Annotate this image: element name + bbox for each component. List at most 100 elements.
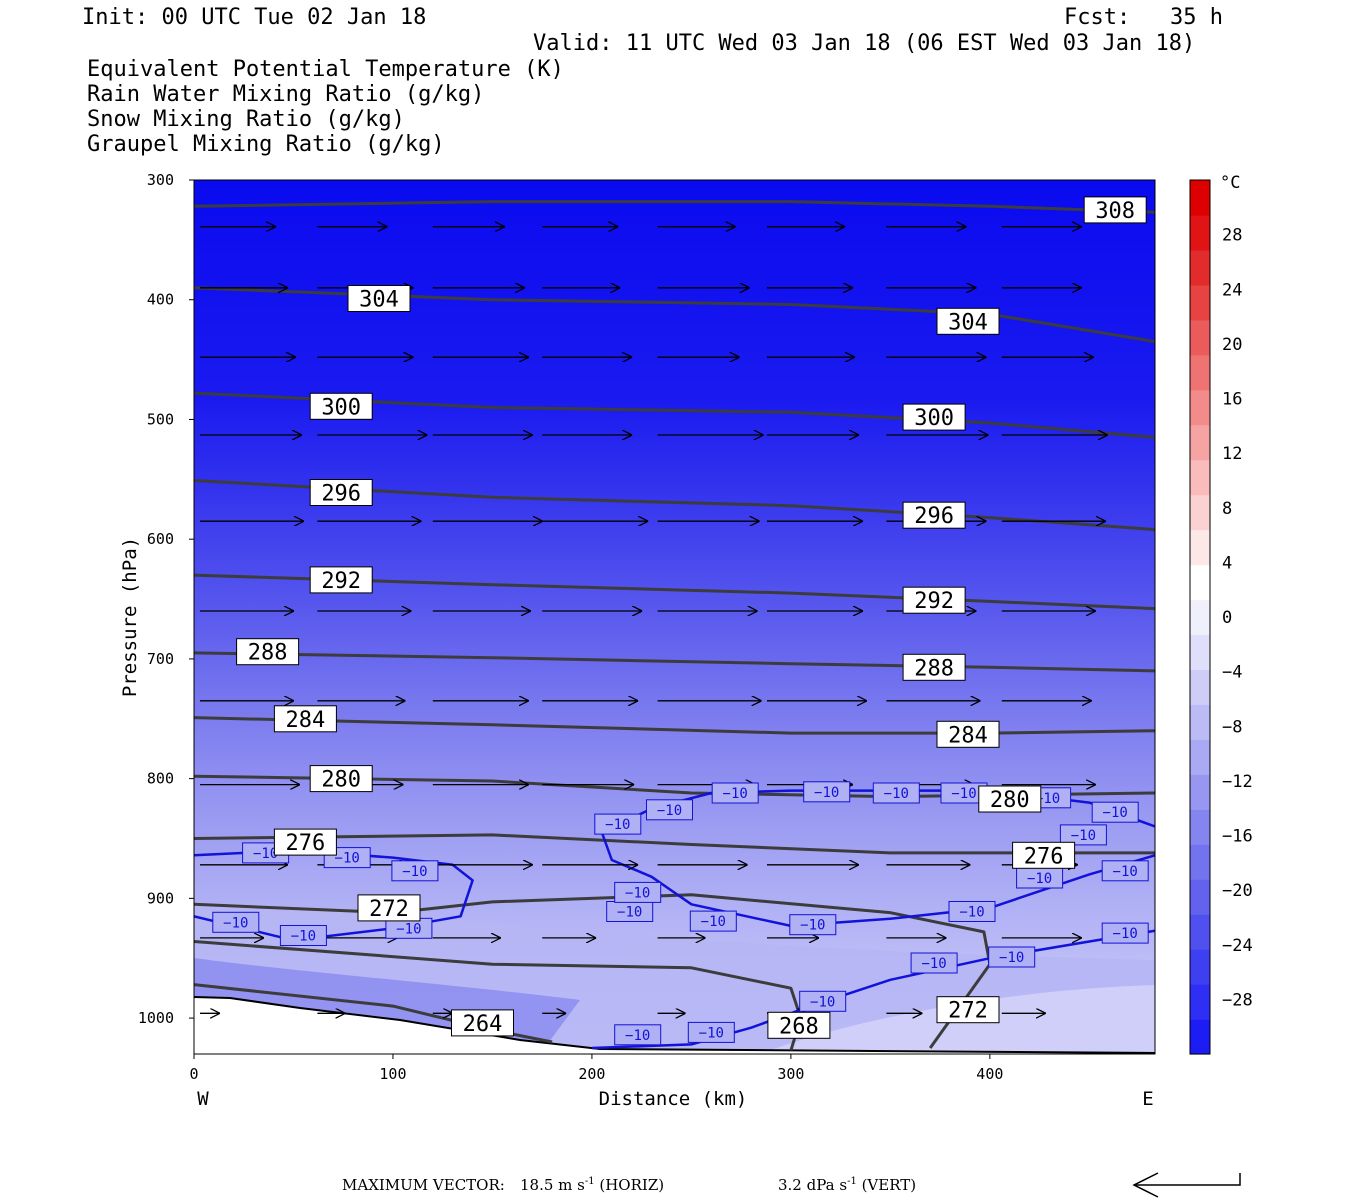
minus10-label-19: −10: [789, 914, 837, 936]
theta-e-label-text: 296: [914, 504, 954, 529]
minus10-label-3: −10: [391, 860, 439, 882]
y-tick-label-600: 600: [147, 530, 174, 548]
minus10-isotherm-labels: −10 −10 −10 −10 −10 −10 −10 −10 −10 −10 −10 −10 −10 −…: [212, 781, 1149, 1046]
theta-e-label-280: 280: [309, 765, 373, 793]
y-tick-label-900: 900: [147, 889, 174, 907]
theta-e-label-box: [309, 479, 373, 506]
minus10-label-text: −10: [699, 1025, 724, 1041]
minus10-label-7: −10: [594, 813, 642, 835]
minus10-label-text: −10: [1113, 864, 1138, 880]
init-time: Init: 00 UTC Tue 02 Jan 18: [82, 5, 427, 30]
minus10-label-box: [789, 914, 837, 936]
theta-e-label-box: [347, 285, 411, 312]
minus10-label-text: −10: [402, 864, 427, 880]
theta-e-label-box: [978, 785, 1042, 813]
plot-frame: [193, 179, 1156, 1055]
minus10-label-28: −10: [614, 1024, 662, 1046]
theta-e-label-box: [309, 765, 373, 793]
minus10-label-text: −10: [951, 786, 976, 802]
minus10-label-22: −10: [614, 881, 662, 903]
minus10-label-text: −10: [810, 994, 835, 1010]
minus10-label-24: −10: [988, 946, 1036, 968]
y-tick-label-700: 700: [147, 650, 174, 668]
colorbar-tick-label-24: 24: [1222, 280, 1242, 300]
x-tick-label-0: 0: [189, 1065, 198, 1083]
theta-e-label-text: 288: [914, 656, 954, 681]
minus10-label-box: [872, 782, 920, 804]
theta-e-label-text: 300: [914, 406, 954, 431]
minus10-label-box: [1091, 801, 1139, 823]
theta-e-label-304: 304: [936, 307, 1000, 335]
legend-rain-water: Rain Water Mixing Ratio (g/kg): [87, 82, 485, 107]
theta-e-label-text: 276: [286, 831, 326, 856]
colorbar-segment-9: [1190, 739, 1210, 775]
minus10-label-box: [910, 952, 958, 974]
theta-e-contour-276: [194, 833, 1155, 855]
colorbar-segment-17: [1190, 459, 1210, 496]
colorbar-segment-13: [1190, 599, 1210, 636]
theta-e-contour-264: [194, 983, 553, 1044]
minus10-label-text: −10: [1103, 805, 1128, 821]
minus10-label-text: −10: [1027, 871, 1052, 887]
colorbar-segment-10: [1190, 704, 1210, 740]
colorbar-tick-label--28: −28: [1222, 990, 1253, 1010]
legend-graupel: Graupel Mixing Ratio (g/kg): [87, 132, 445, 157]
theta-e-label-304: 304: [347, 285, 411, 313]
minus10-label-20: −10: [689, 910, 737, 932]
colorbar-segment-23: [1190, 249, 1210, 286]
legend-snow: Snow Mixing Ratio (g/kg): [87, 107, 405, 132]
minus10-label-5: −10: [279, 925, 327, 946]
theta-e-label-276: 276: [273, 828, 337, 856]
theta-e-contour-288: [194, 651, 1155, 673]
minus10-label-box: [614, 1024, 662, 1046]
y-tick-label-500: 500: [147, 410, 174, 428]
theta-e-label-box: [1012, 841, 1076, 869]
theta-e-label-box: [936, 307, 1000, 335]
x-end-label-east: E: [1142, 1088, 1153, 1110]
minus10-label-text: −10: [625, 1028, 650, 1044]
y-tick-label-300: 300: [147, 171, 174, 189]
theta-e-label-264: 264: [451, 1009, 514, 1037]
theta-e-label-text: 284: [948, 723, 988, 748]
theta-e-label-text: 304: [359, 288, 399, 313]
colorbar-segment-21: [1190, 319, 1210, 356]
colorbar-tick-label-28: 28: [1222, 226, 1242, 246]
theta-e-label-box: [902, 586, 966, 614]
minus10-label-17: −10: [1016, 867, 1064, 889]
colorbar-segment-4: [1190, 914, 1210, 950]
minus10-label-text: −10: [723, 786, 748, 802]
colorbar-segment-7: [1190, 809, 1210, 845]
plot-area: −10 −10 −10 −10 −10 −10 −10 −10 −10 −10 −10 −10 −10 −…: [194, 180, 1155, 1054]
minus10-label-25: −10: [910, 952, 958, 974]
y-axis-label: Pressure (hPa): [119, 537, 141, 697]
colorbar-tick-label--4: −4: [1222, 663, 1242, 683]
colorbar-segment-22: [1190, 284, 1210, 321]
minus10-label-text: −10: [625, 885, 650, 901]
minus10-label-12: −10: [940, 782, 988, 804]
minus10-label-text: −10: [959, 905, 984, 921]
minus10-label-box: [212, 911, 260, 933]
minus10-label-box: [711, 782, 759, 804]
x-tick-label-200: 200: [578, 1065, 605, 1083]
theta-e-label-box: [273, 828, 337, 856]
colorbar-unit: °C: [1220, 173, 1240, 193]
minus10-label-text: −10: [253, 846, 278, 862]
minus10-label-18: −10: [948, 901, 996, 922]
x-tick-label-300: 300: [777, 1065, 804, 1083]
theta-e-label-292: 292: [309, 566, 373, 594]
theta-e-label-text: 272: [369, 897, 409, 922]
theta-e-contour-292: [194, 573, 1155, 611]
theta-e-label-276: 276: [1012, 841, 1076, 869]
max-vector-reference-arrow: [1132, 1172, 1241, 1198]
minus10-label-16: −10: [1101, 860, 1149, 882]
theta-e-label-text: 308: [1095, 199, 1135, 224]
colorbar-segment-20: [1190, 354, 1210, 391]
theta-e-label-text: 268: [779, 1014, 819, 1039]
forecast-hour: Fcst: 35 h: [1064, 5, 1223, 30]
theta-e-label-288: 288: [236, 638, 300, 666]
minus10-label-box: [391, 860, 439, 882]
minus10-label-text: −10: [999, 950, 1024, 966]
minus10-label-27: −10: [687, 1021, 735, 1043]
minus10-label-box: [279, 925, 327, 946]
